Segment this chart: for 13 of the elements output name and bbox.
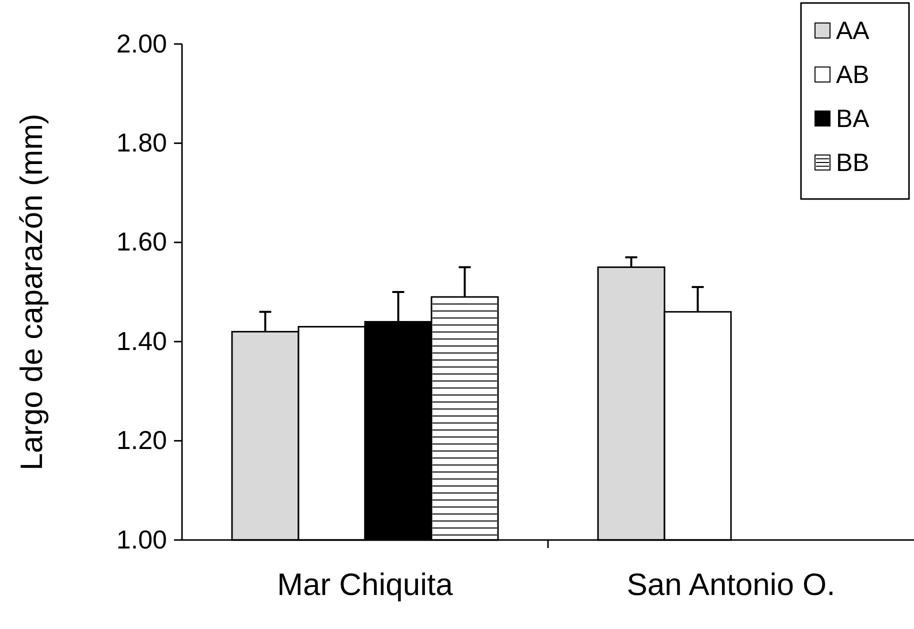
- legend-label: AB: [836, 61, 870, 89]
- y-tick-label: 1.00: [116, 524, 167, 554]
- legend-label: BA: [836, 105, 870, 133]
- y-tick-label: 1.20: [116, 425, 167, 456]
- y-axis-title: Largo de caparazón (mm): [14, 114, 49, 470]
- legend-label: BB: [836, 149, 870, 177]
- x-tick-label: San Antonio O.: [626, 567, 836, 602]
- y-tick-label: 1.80: [116, 128, 167, 158]
- y-tick-label: 2.00: [116, 28, 167, 58]
- x-tick-label: Mar Chiquita: [277, 567, 454, 602]
- y-tick-label: 1.40: [116, 326, 167, 356]
- y-tick-label: 1.60: [116, 226, 167, 257]
- legend-label: AA: [836, 17, 870, 45]
